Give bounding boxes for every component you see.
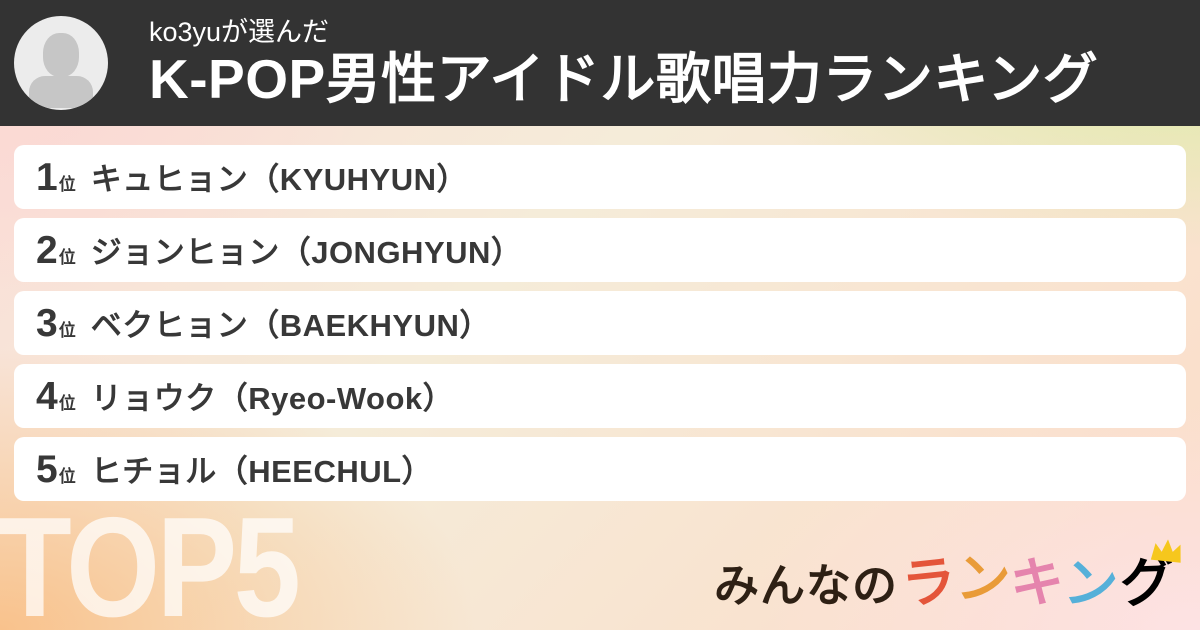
rank-suffix: 位 <box>58 175 76 194</box>
rank-row-label: 4 位 リョウク（Ryeo-Wook） <box>36 373 454 419</box>
rank-entry-name: キュヒョン（KYUHYUN） <box>90 162 468 197</box>
user-avatar <box>14 16 108 110</box>
rank-row-2: 2 位 ジョンヒョン（JONGHYUN） <box>14 218 1186 282</box>
header-text: ko3yuが選んだ K-POP男性アイドル歌唱力ランキング <box>149 17 1098 109</box>
rank-row-label: 1 位 キュヒョン（KYUHYUN） <box>36 154 468 200</box>
rank-suffix: 位 <box>58 394 76 413</box>
rank-entry-name: ジョンヒョン（JONGHYUN） <box>90 235 523 270</box>
rank-number: 2 <box>36 229 58 272</box>
rank-row-label: 2 位 ジョンヒョン（JONGHYUN） <box>36 227 522 273</box>
page-title: K-POP男性アイドル歌唱力ランキング <box>149 48 1099 111</box>
brand-logo-char: キ <box>1008 551 1066 614</box>
rank-suffix: 位 <box>58 321 76 340</box>
rank-number: 1 <box>36 156 58 199</box>
person-icon-body <box>29 76 93 108</box>
brand-logo-char: ン <box>1061 552 1121 617</box>
rank-entry-name: ヒチョル（HEECHUL） <box>90 454 434 489</box>
rank-row-4: 4 位 リョウク（Ryeo-Wook） <box>14 364 1186 428</box>
ranking-list: 1 位 キュヒョン（KYUHYUN） 2 位 ジョンヒョン（JONGHYUN） … <box>14 145 1186 501</box>
top5-watermark: TOP5 <box>0 488 301 630</box>
rank-row-label: 5 位 ヒチョル（HEECHUL） <box>36 446 433 492</box>
rank-number: 5 <box>36 448 58 491</box>
crown-shape <box>1150 538 1181 563</box>
person-icon <box>43 33 79 77</box>
rank-number: 4 <box>36 375 58 418</box>
rank-row-1: 1 位 キュヒョン（KYUHYUN） <box>14 145 1186 209</box>
brand-logo-char: ラ <box>899 549 959 616</box>
rank-entry-name: リョウク（Ryeo-Wook） <box>90 381 455 416</box>
rank-row-label: 3 位 ベクヒョン（BAEKHYUN） <box>36 300 491 346</box>
byline: ko3yuが選んだ <box>149 17 330 48</box>
brand-logo-char: ン <box>954 547 1013 612</box>
rank-number: 3 <box>36 302 58 345</box>
rank-suffix: 位 <box>58 248 76 267</box>
rank-suffix: 位 <box>58 467 76 486</box>
brand-logo-char: グ <box>1119 538 1181 613</box>
brand-logo: みんなの ラ ン キ ン グ <box>713 538 1181 617</box>
header: ko3yuが選んだ K-POP男性アイドル歌唱力ランキング <box>0 0 1200 126</box>
crown-icon <box>1150 538 1181 563</box>
rank-entry-name: ベクヒョン（BAEKHYUN） <box>90 308 491 343</box>
rank-row-5: 5 位 ヒチョル（HEECHUL） <box>14 437 1186 501</box>
rank-row-3: 3 位 ベクヒョン（BAEKHYUN） <box>14 291 1186 355</box>
brand-logo-prefix: みんなの <box>713 560 898 611</box>
